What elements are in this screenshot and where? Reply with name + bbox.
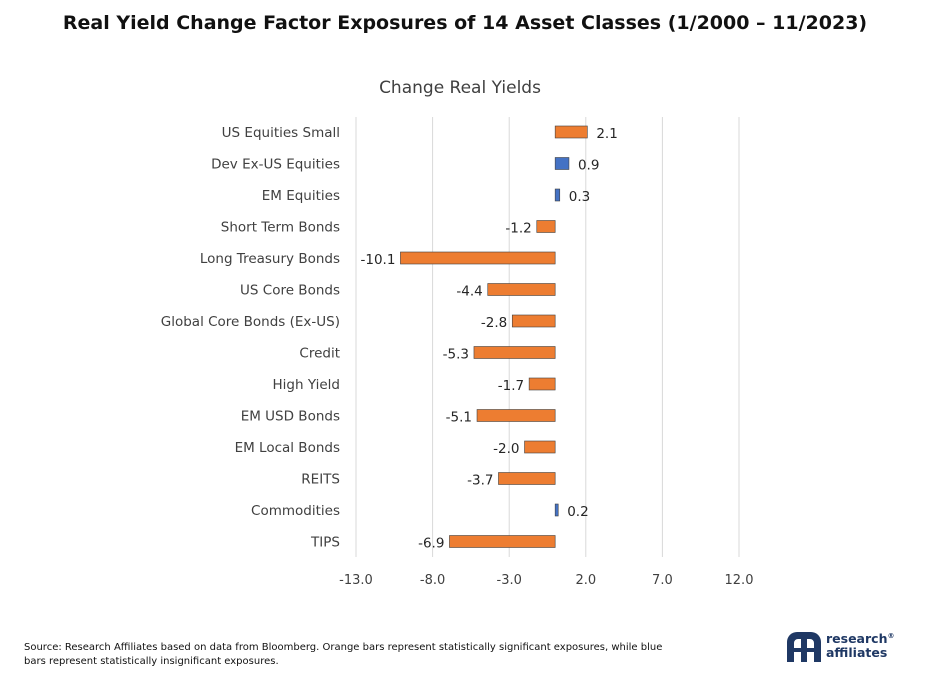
category-label: US Equities Small [222, 125, 340, 141]
data-label: -2.8 [481, 315, 507, 331]
x-tick-label: 12.0 [725, 573, 754, 588]
logo-wordmark: research® affiliates [826, 629, 894, 660]
category-label: Short Term Bonds [221, 220, 340, 236]
logo-mark-icon [787, 632, 821, 662]
category-label: TIPS [310, 535, 340, 551]
x-tick-label: -3.0 [497, 573, 522, 588]
category-label: Dev Ex-US Equities [211, 157, 340, 173]
category-label: High Yield [273, 377, 340, 393]
bar [554, 157, 570, 170]
data-label: -5.3 [443, 347, 469, 363]
bar [498, 472, 556, 485]
category-label: EM Equities [262, 188, 340, 204]
data-label: -1.7 [498, 378, 524, 394]
bar [473, 346, 556, 359]
research-affiliates-logo: research® affiliates [784, 624, 914, 664]
bar [524, 440, 556, 454]
x-tick-label: 7.0 [652, 573, 673, 588]
category-label: EM USD Bonds [241, 409, 340, 425]
bar [487, 283, 556, 296]
data-label: -4.4 [456, 284, 482, 300]
bar [400, 251, 556, 265]
x-tick-label: 2.0 [575, 573, 596, 588]
source-footnote: Source: Research Affiliates based on dat… [24, 642, 663, 667]
data-label: -3.7 [467, 473, 493, 489]
data-label: -6.9 [418, 536, 444, 552]
bar [536, 220, 556, 233]
data-label: 0.9 [578, 158, 599, 174]
data-label: -5.1 [446, 410, 472, 426]
logo-registered-mark: ® [887, 632, 895, 640]
data-label: 0.3 [569, 189, 590, 205]
bar [476, 409, 556, 422]
data-label: 2.1 [596, 126, 617, 142]
category-label: Commodities [251, 503, 340, 519]
x-tick-label: -13.0 [339, 573, 373, 588]
data-label: 0.2 [567, 504, 588, 520]
bar [449, 535, 556, 548]
category-label: Global Core Bonds (Ex-US) [161, 314, 340, 330]
category-label: EM Local Bonds [235, 440, 340, 456]
page-title: Real Yield Change Factor Exposures of 14… [62, 12, 868, 34]
bar [528, 377, 556, 391]
category-label: Credit [299, 346, 340, 362]
bar [554, 125, 588, 139]
data-label: -10.1 [360, 252, 395, 268]
data-label: -2.0 [493, 441, 519, 457]
logo-line-1: research [826, 631, 888, 647]
category-label: REITS [301, 472, 340, 488]
bar [511, 314, 556, 328]
logo-line-2: affiliates [826, 645, 888, 661]
chart-title: Change Real Yields [379, 78, 541, 98]
category-label: US Core Bonds [240, 283, 340, 299]
bar [554, 503, 559, 517]
bar [554, 188, 561, 202]
x-tick-label: -8.0 [420, 573, 445, 588]
category-label: Long Treasury Bonds [200, 251, 340, 267]
bar-chart: Change Real Yields -13.0 -8.0 -3.0 2.0 7.0 12.… [161, 78, 754, 588]
data-label: -1.2 [505, 221, 531, 237]
